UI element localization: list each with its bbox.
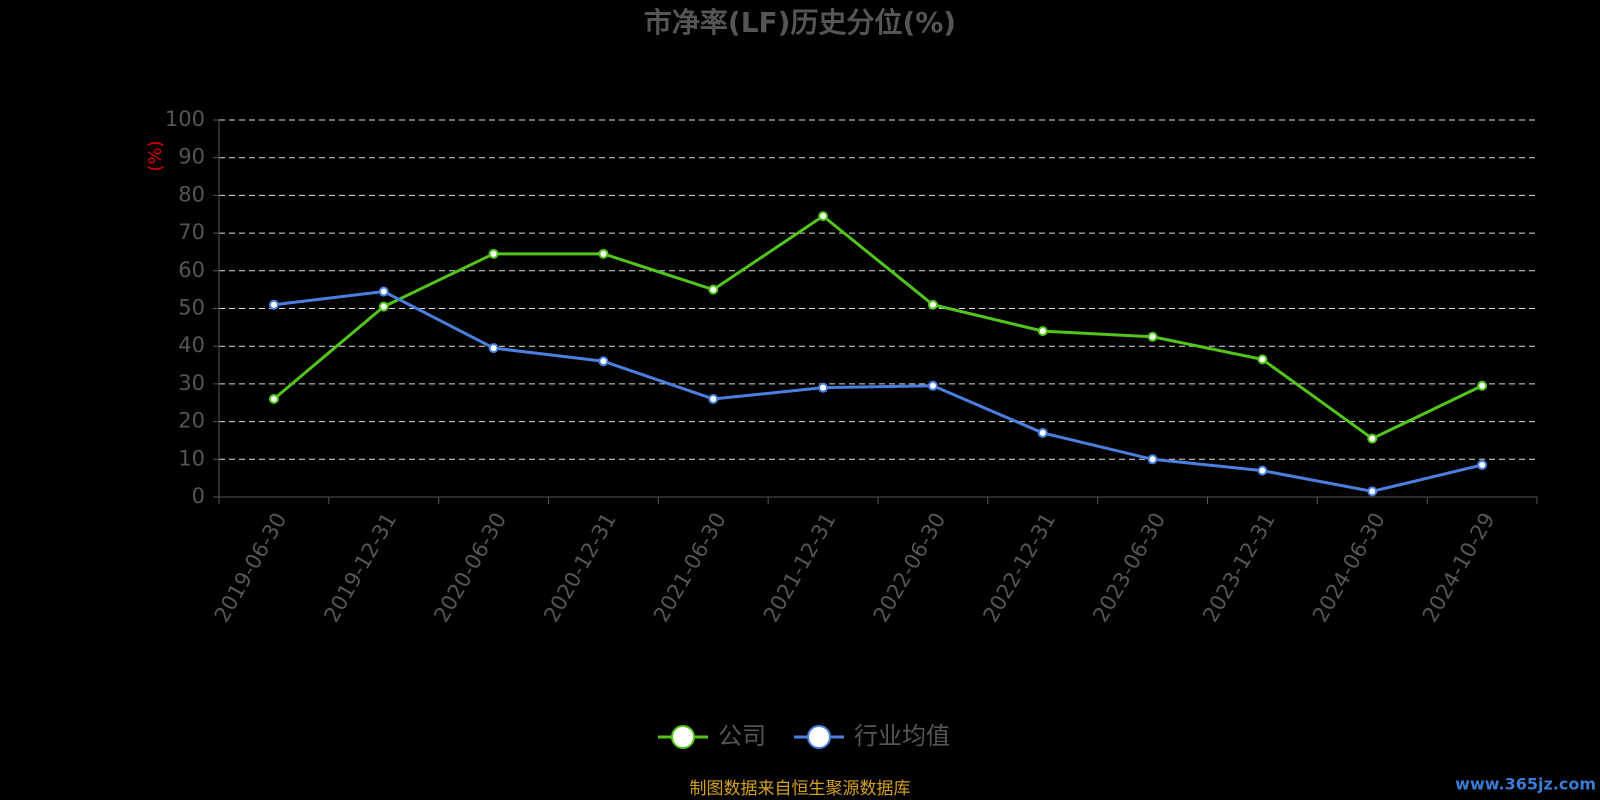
point: [378, 301, 389, 312]
point: [598, 248, 609, 259]
point: [927, 299, 938, 310]
point: [708, 393, 719, 404]
legend-marker: [671, 725, 695, 749]
point: [598, 356, 609, 367]
y-tick-label: 30: [178, 371, 205, 395]
point: [1147, 331, 1158, 342]
point: [1367, 433, 1378, 444]
point: [818, 211, 829, 222]
point: [1367, 486, 1378, 497]
y-tick-label: 100: [165, 107, 205, 131]
y-tick-label: 20: [178, 409, 205, 433]
watermark: www.365jz.com: [1455, 775, 1596, 794]
point: [1477, 459, 1488, 470]
y-tick-label: 10: [178, 446, 205, 470]
chart-title: 市净率(LF)历史分位(%): [644, 6, 956, 39]
legend-marker: [807, 725, 831, 749]
y-tick-label: 50: [178, 296, 205, 320]
legend-label: 行业均值: [854, 722, 950, 750]
legend-label: 公司: [718, 722, 766, 750]
point: [488, 343, 499, 354]
source: 制图数据来自恒生聚源数据库: [690, 779, 911, 799]
y-tick-label: 70: [178, 220, 205, 244]
y-tick-label: 40: [178, 333, 205, 357]
y-tick-label: 0: [192, 484, 205, 508]
series-line: [272, 214, 1483, 441]
point: [818, 382, 829, 393]
y-tick-label: 60: [178, 258, 205, 282]
point: [488, 248, 499, 259]
point: [268, 299, 279, 310]
y-tick-label: 80: [178, 182, 205, 206]
point: [1037, 427, 1048, 438]
point: [708, 284, 719, 295]
y-tick-label: 90: [178, 145, 205, 169]
y-axis-label: (%): [145, 140, 166, 171]
point: [1477, 380, 1488, 391]
point: [268, 393, 279, 404]
series-line: [273, 289, 1483, 493]
point: [927, 380, 938, 391]
point: [1147, 454, 1158, 465]
point: [378, 286, 389, 297]
point: [1037, 326, 1048, 337]
point: [1257, 465, 1268, 476]
point: [1257, 354, 1268, 365]
